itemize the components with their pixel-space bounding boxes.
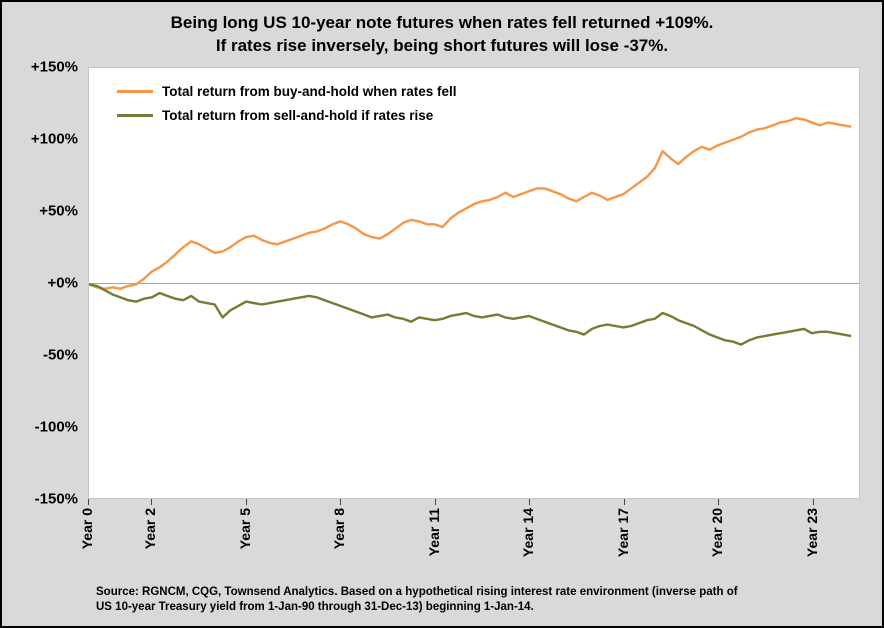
x-axis: Year 0 Year 2 Year 5 Year 8 Year 11 Year 14 Ye… [79,499,860,579]
x-tick-label: Year 20 [709,508,726,558]
x-tick-label: Year 2 [142,508,159,550]
x-tick-label: Year 0 [79,508,95,550]
x-tick-label: Year 23 [803,508,820,558]
x-tick-mark [529,499,531,505]
y-axis-label: -50% [42,346,78,364]
x-tick-label: Year 5 [236,508,253,550]
chart-title-line2: If rates rise inversely, being short fut… [215,36,669,55]
x-tick-mark [434,499,436,505]
source-note-line2: US 10-year Treasury yield from 1-Jan-90 … [96,601,534,613]
x-tick-mark [812,499,814,505]
x-tick-mark [151,499,153,505]
series-line [89,118,851,289]
chart-title: Being long US 10-year note futures when … [2,2,882,57]
zero-gridline [89,283,859,284]
x-tick-label: Year 17 [614,508,631,558]
chart-title-line1: Being long US 10-year note futures when … [170,13,714,32]
x-tick-mark [88,499,89,505]
plot-area: Total return from buy-and-hold when rate… [88,67,860,499]
legend: Total return from buy-and-hold when rate… [117,84,457,123]
y-axis-label: +150% [30,58,78,76]
legend-item: Total return from sell-and-hold if rates… [117,108,457,123]
y-axis-label: +50% [39,202,78,220]
x-tick-mark [718,499,720,505]
legend-label: Total return from sell-and-hold if rates… [162,108,434,123]
x-tick-label: Year 14 [520,508,537,558]
x-tick-mark [245,499,247,505]
source-note: Source: RGNCM, CQG, Townsend Analytics. … [2,579,882,615]
y-axis-label: +0% [47,274,78,292]
series-line [89,284,851,344]
x-tick-mark [340,499,342,505]
legend-label: Total return from buy-and-hold when rate… [162,84,457,99]
y-axis-label: -100% [34,418,78,436]
legend-item: Total return from buy-and-hold when rate… [117,84,457,99]
x-tick-label: Year 8 [331,508,348,550]
legend-swatch-1 [117,114,153,117]
chart-area: +150% +100% +50% +0% -50% -100% -150% Total re… [2,59,882,508]
y-axis-label: -150% [34,490,78,508]
legend-swatch-0 [117,90,153,93]
chart-svg [89,68,859,498]
source-note-line1: Source: RGNCM, CQG, Townsend Analytics. … [96,586,738,598]
y-axis-label: +100% [30,130,78,148]
x-tick-mark [623,499,625,505]
x-tick-label: Year 11 [425,508,442,557]
